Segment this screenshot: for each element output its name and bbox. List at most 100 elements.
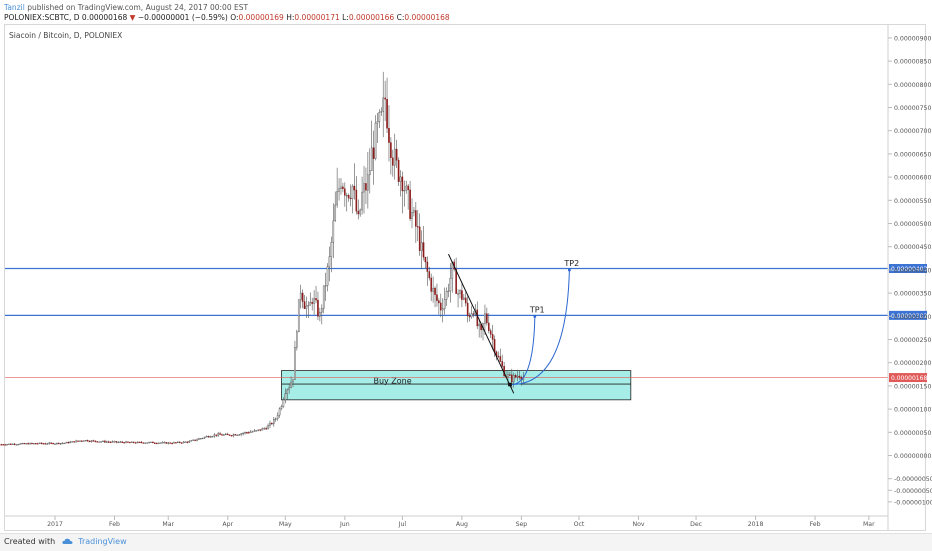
candle-body (278, 408, 281, 416)
candle-body (186, 441, 189, 443)
candle-body (501, 361, 504, 367)
candle-body (367, 174, 369, 191)
candle-body (403, 190, 406, 192)
candles (0, 71, 525, 446)
candle-body (303, 301, 306, 309)
candle-body (315, 298, 317, 301)
y-tick-label: 0.00000500 (894, 221, 931, 228)
candle-body (236, 434, 239, 436)
candle-body (445, 290, 448, 300)
candle-body (102, 440, 104, 443)
candle-body (8, 443, 10, 445)
last-price-label: 0.00000168 (891, 375, 927, 382)
target-label: TP2 (563, 259, 579, 268)
last-price-tag (889, 373, 927, 383)
candle-body (36, 443, 39, 445)
candle-body (175, 442, 177, 444)
candle-body (17, 444, 20, 446)
candle-body (219, 433, 221, 435)
candle-body (226, 433, 229, 436)
candle-body (374, 122, 377, 159)
publish-info: Tanzil published on TradingView.com, Aug… (4, 3, 248, 12)
tradingview-cloud-icon (62, 538, 73, 544)
candle-body (190, 440, 193, 442)
candle-body (198, 438, 200, 440)
candle-body (499, 356, 502, 362)
down-arrow-icon: ▼ (129, 13, 136, 22)
candle-body (351, 185, 354, 199)
y-tick-label: 0.00000050 (894, 430, 931, 437)
candle-body (282, 399, 285, 407)
target-point (533, 315, 537, 318)
candle-body (125, 441, 127, 444)
chart-title: Siacoin / Bitcoin, D, POLONIEX (9, 31, 122, 40)
candle-body (349, 197, 352, 200)
y-tick-label: 0.00000850 (894, 59, 931, 66)
candle-body (148, 441, 150, 444)
candle-body (353, 185, 356, 191)
candle-body (15, 444, 18, 446)
candle-body (409, 189, 411, 219)
y-tick-label: 0.00000400 (894, 267, 931, 274)
candle-body (430, 277, 432, 292)
candle-body (514, 375, 517, 378)
candle-body (209, 436, 212, 438)
candle-body (165, 442, 168, 444)
x-tick-label: Nov (632, 521, 644, 528)
candle-body (71, 441, 74, 443)
candle-body (301, 292, 304, 302)
candle-body (399, 176, 402, 182)
candle-body (96, 441, 99, 443)
close-label: C: (396, 13, 405, 22)
author-link[interactable]: Tanzil (4, 3, 25, 12)
candle-body (67, 441, 70, 444)
candle-body (388, 128, 390, 143)
candle-body (38, 442, 41, 444)
candle-body (449, 277, 452, 292)
candle-body (13, 443, 16, 445)
candle-body (342, 186, 344, 189)
candle-body (225, 433, 227, 436)
tradingview-link[interactable]: TradingView (78, 537, 127, 546)
candle-body (207, 436, 210, 438)
candle-body (21, 442, 24, 445)
candle-body (338, 188, 340, 192)
candle-body (127, 441, 129, 443)
candle-body (88, 440, 91, 443)
candle-body (77, 440, 79, 442)
candle-body (31, 442, 33, 445)
high-label: H: (286, 13, 295, 22)
candle-body (407, 185, 409, 191)
candle-body (516, 375, 519, 378)
candle-body (144, 442, 147, 444)
y-tick-label: 0.00000000 (894, 453, 931, 460)
candle-body (132, 441, 135, 443)
symbol-label: POLONIEX:SCBTC, D (4, 13, 80, 22)
candle-body (169, 442, 171, 444)
candle-body (11, 443, 14, 445)
candle-body (90, 440, 93, 442)
x-tick-label: Feb (109, 521, 120, 528)
x-tick-label: Sep (516, 521, 528, 528)
y-tick-label: 0.00000200 (894, 360, 931, 367)
candle-body (63, 442, 66, 445)
candle-body (203, 436, 206, 439)
horizontal-lines: 0.00000403 0.00000302 0.00000168 (5, 264, 927, 383)
candle-body (340, 186, 342, 189)
low-value: 0.00000166 (348, 13, 395, 22)
x-tick-label: Jun (339, 521, 350, 528)
resistance-price-label: 0.00000403 (891, 266, 927, 273)
candle-body (42, 443, 45, 445)
resistance-price-tag (889, 264, 927, 274)
candle-body (238, 434, 241, 436)
candle-body (251, 431, 254, 433)
candle-body (232, 434, 235, 436)
candle-body (249, 431, 252, 433)
candle-body (75, 440, 77, 443)
footer-bar: Created with TradingView (0, 533, 932, 551)
candle-body (177, 441, 179, 443)
y-tick-label: 0.00000450 (894, 244, 931, 251)
trendline (448, 253, 515, 394)
candle-body (355, 189, 358, 212)
